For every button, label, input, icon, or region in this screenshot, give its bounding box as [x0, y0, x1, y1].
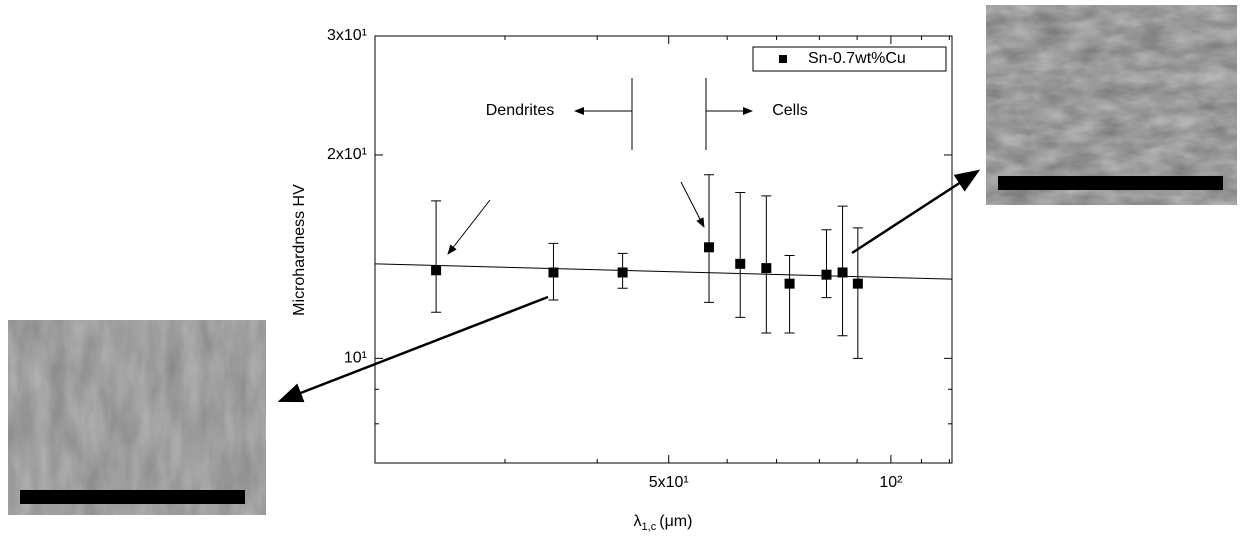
annotation: Dendrites: [486, 102, 554, 119]
legend-marker: [779, 55, 787, 63]
marker: [837, 267, 848, 278]
marker: [852, 278, 863, 289]
y-tick-label: 2x10¹: [327, 146, 367, 163]
plot-frame: [374, 35, 953, 464]
x-label-symbol: λ: [634, 513, 642, 530]
marker: [431, 265, 442, 276]
marker: [735, 258, 746, 269]
error-bar: [704, 174, 715, 303]
y-axis-label: Microhardness HV: [291, 184, 308, 316]
annotation: Cells: [772, 102, 808, 119]
x-tick-label: 10²: [879, 474, 903, 491]
fit-line: [374, 263, 953, 280]
y-tick-label: 10¹: [344, 350, 367, 367]
marker: [617, 267, 628, 278]
annotation-arrow: [447, 199, 491, 255]
x-label-unit: (μm): [659, 513, 692, 530]
annotation-arrow: [680, 181, 705, 228]
error-bar: [784, 254, 795, 334]
legend: [752, 46, 947, 72]
x-axis-label: λ1,c (μm): [634, 513, 693, 533]
legend-label: Sn-0.7wt%Cu: [808, 50, 906, 67]
marker: [761, 263, 772, 274]
error-bar: [821, 229, 832, 299]
micrograph-left: [8, 320, 266, 515]
pointer-arrow: [851, 169, 981, 255]
x-tick-label: 5x10¹: [649, 474, 689, 491]
marker: [784, 278, 795, 289]
micrograph-right: [986, 5, 1237, 205]
pointer-arrow: [277, 295, 549, 403]
x-label-subscript: 1,c: [642, 521, 657, 533]
marker: [821, 269, 832, 280]
error-bar: [735, 191, 746, 318]
marker: [704, 242, 715, 253]
error-bar: [852, 227, 863, 359]
marker: [548, 267, 559, 278]
error-bar: [431, 200, 442, 313]
y-tick-label: 3x10¹: [327, 27, 367, 44]
